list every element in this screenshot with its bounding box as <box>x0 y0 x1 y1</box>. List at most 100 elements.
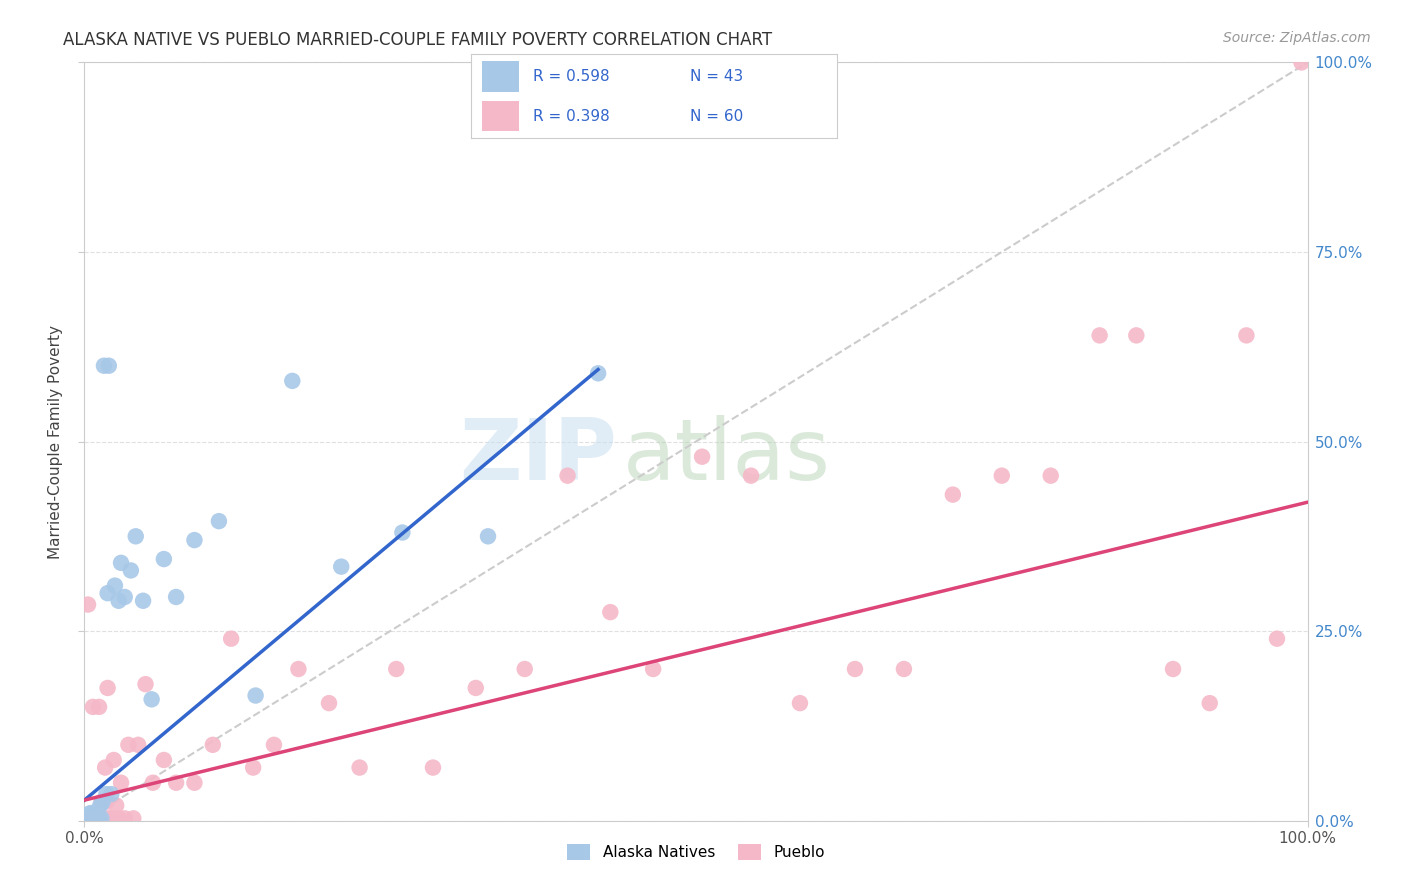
Point <box>127 738 149 752</box>
Point <box>79 811 101 825</box>
Point <box>219 632 242 646</box>
Text: N = 43: N = 43 <box>690 69 744 84</box>
Point <box>165 590 187 604</box>
Text: R = 0.398: R = 0.398 <box>533 109 610 124</box>
Point <box>142 776 165 790</box>
Point <box>263 738 285 752</box>
Point <box>82 806 104 821</box>
Text: Source: ZipAtlas.com: Source: ZipAtlas.com <box>1223 31 1371 45</box>
Point <box>281 374 304 388</box>
Point <box>513 662 536 676</box>
Point <box>117 738 139 752</box>
Point <box>318 696 340 710</box>
Legend: Alaska Natives, Pueblo: Alaska Natives, Pueblo <box>561 838 831 866</box>
Point <box>89 811 111 825</box>
Point <box>110 776 132 790</box>
Point <box>385 662 408 676</box>
Point <box>245 689 267 703</box>
Point <box>153 552 176 566</box>
Point <box>87 811 110 825</box>
Point <box>844 662 866 676</box>
Point <box>104 579 127 593</box>
Point <box>107 811 129 825</box>
Y-axis label: Married-Couple Family Poverty: Married-Couple Family Poverty <box>48 325 63 558</box>
Point <box>77 809 100 823</box>
Point <box>789 696 811 710</box>
Point <box>242 760 264 774</box>
Point <box>422 760 444 774</box>
Point <box>90 811 112 825</box>
Point <box>93 359 115 373</box>
Point <box>87 811 110 825</box>
Point <box>107 594 129 608</box>
Point <box>1125 328 1147 343</box>
Point <box>80 811 103 825</box>
Point <box>110 556 132 570</box>
Point <box>87 699 110 714</box>
Point <box>1198 696 1220 710</box>
Point <box>1039 468 1062 483</box>
Point <box>1088 328 1111 343</box>
Point <box>86 811 108 825</box>
Point <box>97 811 120 825</box>
Bar <box>482 101 519 131</box>
Point <box>643 662 665 676</box>
Point <box>287 662 309 676</box>
Point <box>1291 55 1313 70</box>
Point <box>690 450 713 464</box>
Point <box>740 468 762 483</box>
Text: atlas: atlas <box>623 415 831 499</box>
Point <box>893 662 915 676</box>
Point <box>90 795 112 809</box>
Point <box>86 811 108 825</box>
Point <box>77 807 100 822</box>
Point <box>135 677 157 691</box>
Point <box>208 514 231 528</box>
Point <box>93 811 115 825</box>
Point <box>82 699 104 714</box>
Point <box>114 811 136 825</box>
Point <box>557 468 579 483</box>
Point <box>89 798 111 813</box>
Text: R = 0.598: R = 0.598 <box>533 69 610 84</box>
Point <box>82 811 104 825</box>
Point <box>97 681 120 695</box>
Point <box>120 564 142 578</box>
Point <box>464 681 486 695</box>
Point <box>100 787 122 801</box>
Point <box>100 811 122 825</box>
Point <box>991 468 1014 483</box>
Point <box>599 605 621 619</box>
Point <box>125 529 148 543</box>
Point <box>1236 328 1258 343</box>
Point <box>83 811 105 825</box>
Text: ALASKA NATIVE VS PUEBLO MARRIED-COUPLE FAMILY POVERTY CORRELATION CHART: ALASKA NATIVE VS PUEBLO MARRIED-COUPLE F… <box>63 31 772 49</box>
Point <box>122 811 145 825</box>
Point <box>183 533 205 548</box>
Point <box>586 366 609 380</box>
Point <box>80 811 103 825</box>
Point <box>183 776 205 790</box>
Text: N = 60: N = 60 <box>690 109 744 124</box>
Point <box>94 760 117 774</box>
Point <box>86 805 108 819</box>
Point <box>84 811 107 825</box>
Point <box>77 811 100 825</box>
Point <box>165 776 187 790</box>
Point <box>91 811 114 825</box>
Point <box>1161 662 1184 676</box>
Text: ZIP: ZIP <box>458 415 616 499</box>
Point <box>96 787 118 801</box>
Point <box>477 529 499 543</box>
Point <box>942 487 965 501</box>
Point <box>1265 632 1288 646</box>
Point <box>84 811 107 825</box>
Point <box>105 798 128 813</box>
Point <box>153 753 176 767</box>
Point <box>83 811 105 825</box>
Point <box>80 808 103 822</box>
Bar <box>482 62 519 92</box>
Point <box>349 760 371 774</box>
Point <box>114 590 136 604</box>
Point <box>141 692 163 706</box>
